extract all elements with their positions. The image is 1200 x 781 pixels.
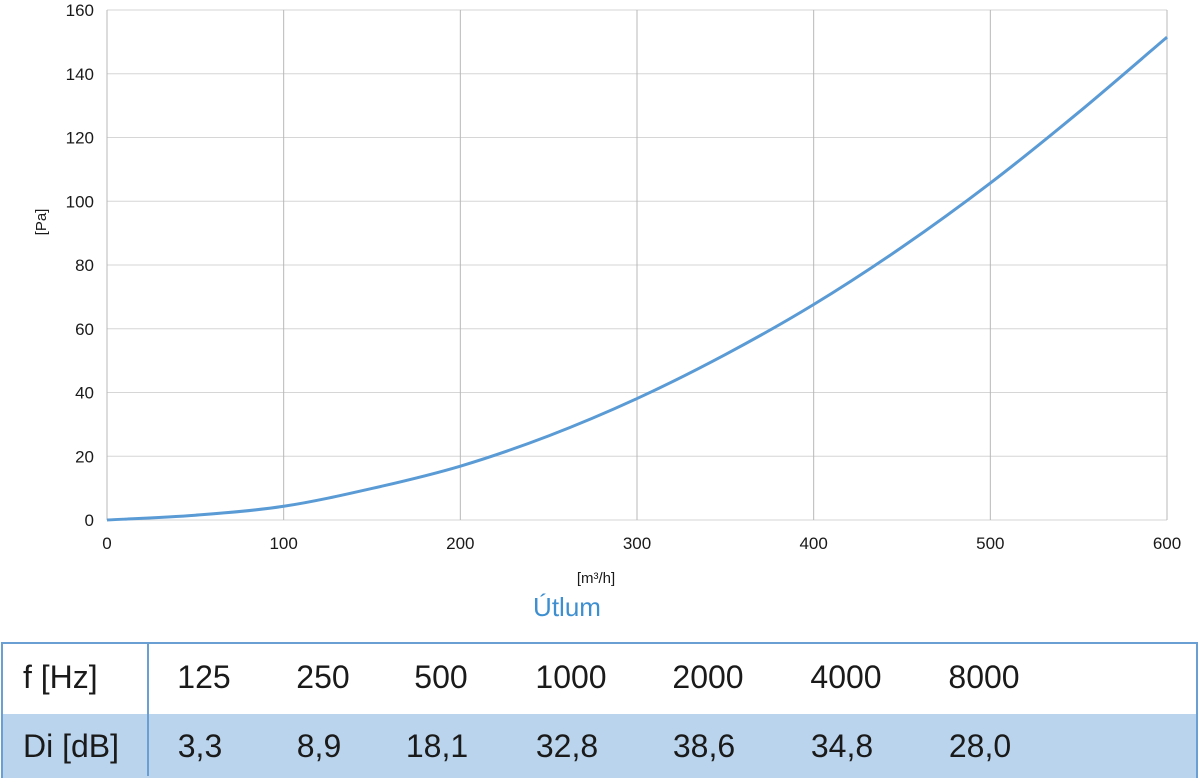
frequency-row: f [Hz] 125 250 500 1000 2000 4000 8000 bbox=[3, 644, 1196, 710]
table-column-divider bbox=[147, 644, 149, 776]
attenuation-title: Útlum bbox=[533, 592, 601, 622]
y-tick-label: 100 bbox=[66, 192, 94, 211]
frequency-cell: 4000 bbox=[810, 658, 882, 695]
y-tick-label: 160 bbox=[66, 1, 94, 20]
x-tick-label: 100 bbox=[269, 534, 297, 553]
frequency-cell: 250 bbox=[296, 658, 350, 695]
attenuation-table: f [Hz] 125 250 500 1000 2000 4000 8000 Di [dB]… bbox=[1, 642, 1198, 778]
attenuation-row-label: Di [dB] bbox=[23, 727, 120, 764]
y-tick-label: 60 bbox=[75, 320, 94, 339]
attenuation-cell: 34,8 bbox=[810, 727, 874, 764]
attenuation-cell: 28,0 bbox=[948, 727, 1012, 764]
pressure-loss-line bbox=[106, 35, 1168, 522]
x-tick-label: 500 bbox=[976, 534, 1004, 553]
y-tick-label: 40 bbox=[75, 384, 94, 403]
x-axis-label: [m³/h] bbox=[577, 570, 615, 587]
x-tick-label: 300 bbox=[623, 534, 651, 553]
x-tick-label: 200 bbox=[446, 534, 474, 553]
frequency-row-label: f [Hz] bbox=[23, 658, 98, 695]
frequency-cell: 1000 bbox=[535, 658, 607, 695]
grid-lines bbox=[106, 9, 1168, 521]
y-axis-label: [Pa] bbox=[33, 209, 50, 236]
attenuation-cell: 18,1 bbox=[405, 727, 469, 764]
x-tick-label: 600 bbox=[1153, 534, 1181, 553]
series-layer bbox=[106, 35, 1168, 522]
y-tick-label: 140 bbox=[66, 65, 94, 84]
y-tick-label: 80 bbox=[75, 256, 94, 275]
frequency-cell: 500 bbox=[414, 658, 468, 695]
y-tick-label: 120 bbox=[66, 129, 94, 148]
attenuation-cell: 8,9 bbox=[296, 727, 342, 764]
attenuation-cell: 32,8 bbox=[535, 727, 599, 764]
y-tick-label: 0 bbox=[85, 511, 94, 530]
frequency-cell: 2000 bbox=[672, 658, 744, 695]
x-tick-label: 400 bbox=[799, 534, 827, 553]
frequency-cell: 8000 bbox=[948, 658, 1020, 695]
pressure-loss-chart: 0 20 40 60 80 100 120 140 160 0 100 200 300 400 500 600… bbox=[33, 1, 1182, 587]
x-tick-label: 0 bbox=[102, 534, 111, 553]
tick-labels: 0 20 40 60 80 100 120 140 160 0 100 200 300 400 500 600 bbox=[66, 1, 1182, 553]
attenuation-cell: 3,3 bbox=[177, 727, 223, 764]
frequency-cell: 125 bbox=[177, 658, 231, 695]
y-tick-label: 20 bbox=[75, 447, 94, 466]
attenuation-cell: 38,6 bbox=[672, 727, 736, 764]
attenuation-row: Di [dB] 3,3 8,9 18,1 32,8 38,6 34,8 28,0 bbox=[3, 714, 1196, 778]
